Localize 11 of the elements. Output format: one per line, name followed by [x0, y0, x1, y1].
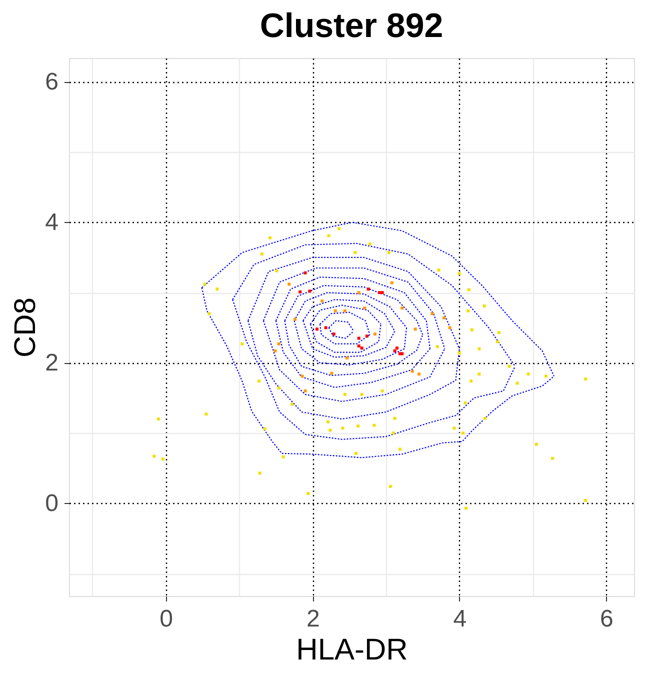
- x-tick-label: 4: [453, 606, 467, 632]
- y-tick-label: 6: [45, 68, 58, 96]
- x-axis-title: HLA-DR: [296, 634, 408, 666]
- x-tick-label: 0: [160, 606, 174, 632]
- x-tick-label: 2: [306, 606, 320, 632]
- y-tick-label: 2: [45, 349, 58, 376]
- y-tick-label: 4: [45, 208, 58, 236]
- y-tick-label: 0: [45, 490, 58, 517]
- x-tick-label: 6: [600, 606, 614, 632]
- y-axis-title: CD8: [9, 297, 42, 358]
- chart-title: Cluster 892: [260, 7, 444, 45]
